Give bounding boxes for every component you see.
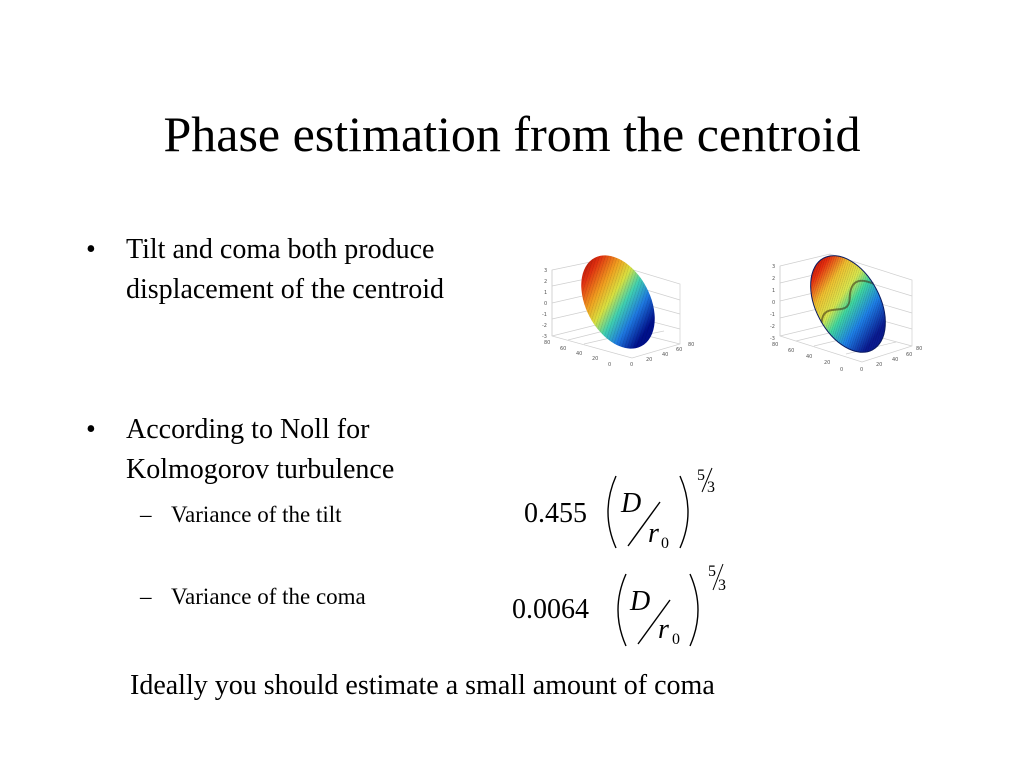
coma-surface [810,255,886,353]
sub-bullet-marker: – [140,502,152,527]
tilt-xtick: 20 [646,357,652,363]
formula-numerator: D [620,488,641,519]
coma-xtick: 20 [876,362,882,368]
coma-ztick: 60 [788,348,794,354]
tilt-xtick: 60 [676,347,682,353]
bullet-text: According to Noll for Kolmogorov turbule… [126,414,395,485]
tilt-ytick: 1 [544,290,547,296]
tilt-ytick: -2 [542,323,547,329]
right-paren [689,573,699,647]
coma-ytick: 0 [772,300,775,306]
exponent-slash [701,467,713,493]
formula-exponent-denominator: 3 [707,479,715,496]
fraction-slash [637,599,671,645]
tilt-variance-formula: 0.455 D r 0 5 3 [524,467,715,552]
tilt-ztick: 40 [576,351,582,357]
coma-ztick: 0 [840,367,843,373]
tilt-ytick: 0 [544,301,547,307]
formula-coefficient: 0.455 [524,498,587,529]
coma-ytick: 2 [772,276,775,282]
tilt-ytick: 2 [544,279,547,285]
tilt-xtick: 80 [688,342,694,348]
right-paren [679,475,689,549]
slide-title: Phase estimation from the centroid [163,106,861,162]
coma-ytick: -1 [770,312,775,318]
formula-denominator: r [648,518,659,549]
formula-exponent-denominator: 3 [718,577,726,594]
formula-exponent-numerator: 5 [708,563,716,580]
bullet-marker: • [86,234,96,265]
tilt-ztick: 0 [608,362,611,368]
exponent-slash [712,563,724,591]
coma-ytick: -3 [770,336,775,342]
left-paren [617,573,627,647]
tilt-ytick: 3 [544,268,547,274]
formula-numerator: D [629,586,650,617]
bullet-text: Tilt and coma both produce displacement … [126,234,444,305]
left-paren [607,475,617,549]
tilt-ytick: -1 [542,312,547,318]
coma-xtick: 40 [892,357,898,363]
coma-ytick: 1 [772,288,775,294]
tilt-ztick: 60 [560,346,566,352]
sub-bullet-text: Variance of the tilt [171,502,342,527]
coma-xtick: 0 [860,367,863,373]
coma-ztick: 20 [824,360,830,366]
tilt-xtick: 40 [662,352,668,358]
tilt-ztick: 20 [592,356,598,362]
coma-ytick: 3 [772,264,775,270]
fraction-slash [627,501,661,547]
tilt-ytick: -3 [542,334,547,340]
coma-xtick: 60 [906,352,912,358]
formula-subscript: 0 [661,535,669,552]
coma-ztick: 80 [772,342,778,348]
coma-ytick: -2 [770,324,775,330]
sub-bullet-marker: – [140,584,152,609]
coma-surface-plot: 3 2 1 0 -1 -2 -3 0 20 40 60 80 80 60 40 … [770,253,922,373]
bullet-marker: • [86,414,96,445]
tilt-surface-plot: 3 2 1 0 -1 -2 -3 0 20 40 60 80 80 60 40 … [542,255,694,368]
tilt-ztick: 80 [544,340,550,346]
tilt-xtick: 0 [630,362,633,368]
formula-exponent-numerator: 5 [697,467,705,484]
coma-ztick: 40 [806,354,812,360]
coma-variance-formula: 0.0064 D r 0 5 3 [512,563,726,648]
formula-coefficient: 0.0064 [512,594,589,625]
formula-denominator: r [658,614,669,645]
coma-xtick: 80 [916,346,922,352]
footer-note: Ideally you should estimate a small amou… [130,670,715,701]
formula-subscript: 0 [672,631,680,648]
sub-bullet-text: Variance of the coma [171,584,366,609]
